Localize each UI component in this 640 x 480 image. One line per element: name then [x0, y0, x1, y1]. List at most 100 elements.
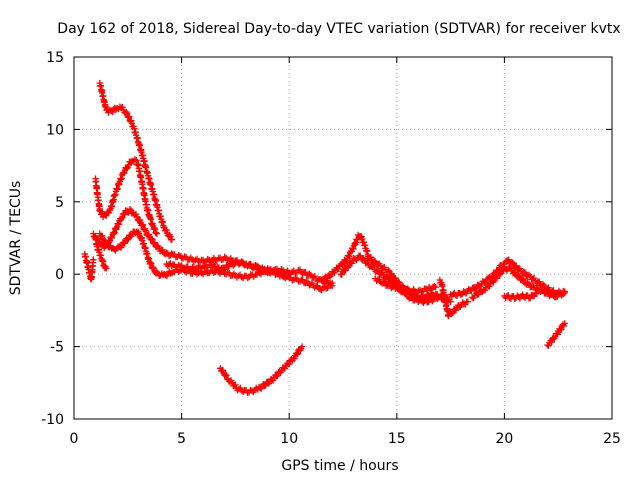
data-point [121, 170, 128, 177]
grid-lines [74, 57, 612, 419]
data-point [232, 381, 239, 389]
data-point [464, 298, 472, 305]
data-point [99, 232, 106, 240]
data-point [269, 377, 277, 384]
data-point [372, 258, 379, 265]
data-point [298, 343, 306, 350]
data-point [432, 284, 439, 291]
data-point [90, 256, 97, 263]
data-point [468, 287, 475, 295]
data-point [223, 372, 230, 379]
data-point [338, 271, 345, 278]
data-point [139, 221, 147, 229]
x-tick-label: 20 [495, 431, 513, 447]
series-trace-03 [96, 79, 176, 244]
data-point [376, 276, 383, 283]
data-point [369, 263, 377, 271]
data-point [163, 249, 170, 256]
data-point [314, 282, 321, 289]
data-point [348, 260, 356, 267]
data-point [210, 260, 218, 268]
data-point [133, 213, 141, 220]
y-tick-label: 10 [46, 122, 64, 138]
data-point [383, 273, 391, 281]
x-tick-label: 25 [603, 431, 621, 447]
data-point [524, 279, 531, 287]
series-trace-07 [163, 258, 336, 294]
data-point [142, 227, 149, 234]
data-point [126, 205, 134, 213]
data-point [138, 221, 146, 228]
data-point [153, 230, 161, 237]
data-point [371, 257, 378, 265]
data-point [175, 251, 182, 259]
data-point [118, 215, 125, 222]
data-point [511, 263, 519, 270]
plot-frame [73, 56, 613, 420]
data-point [519, 275, 526, 283]
series-trace-12 [436, 276, 472, 320]
series-trace-08 [217, 343, 306, 396]
data-point [159, 246, 166, 254]
data-point [384, 274, 392, 282]
data-point [346, 252, 353, 260]
data-point [145, 231, 153, 238]
data-point [554, 293, 561, 300]
data-point [384, 266, 392, 274]
y-axis-ticks: -10 -5 0 5 10 15 [41, 50, 612, 428]
data-point [230, 262, 237, 269]
data-point [445, 312, 452, 320]
data-point [303, 278, 310, 285]
data-point [509, 259, 517, 267]
data-point [163, 226, 170, 234]
data-point [532, 290, 539, 298]
y-tick-label: 15 [46, 50, 64, 66]
data-point [511, 269, 519, 276]
data-point [560, 290, 567, 298]
data-point [364, 258, 371, 266]
data-point [368, 262, 376, 270]
data-point [274, 372, 281, 380]
data-point [294, 350, 302, 357]
data-point [121, 211, 128, 218]
x-tick-label: 5 [177, 431, 186, 447]
chart-title: Day 162 of 2018, Sidereal Day-to-day VTE… [57, 21, 620, 37]
data-point [104, 240, 111, 247]
data-point [516, 265, 524, 272]
data-point [237, 259, 244, 267]
data-point [141, 226, 148, 233]
data-point [457, 291, 465, 299]
data-point [470, 294, 477, 302]
data-point [329, 282, 336, 289]
y-tick-label: -10 [41, 412, 64, 428]
data-point [119, 103, 126, 111]
data-point [493, 274, 501, 282]
y-tick-label: 0 [55, 267, 64, 283]
data-point [232, 258, 240, 265]
data-point [475, 291, 482, 298]
data-point [148, 235, 155, 242]
data-point [278, 367, 285, 375]
series-trace-11 [372, 275, 439, 297]
data-point [222, 370, 229, 378]
data-point [335, 265, 342, 273]
data-point [548, 338, 555, 346]
data-point [558, 326, 565, 333]
data-point [103, 239, 110, 246]
series-trace-16 [544, 320, 568, 349]
data-point [521, 269, 529, 276]
data-point [550, 287, 557, 294]
data-point [412, 294, 419, 302]
data-point [486, 283, 493, 290]
data-point [381, 263, 388, 271]
data-point [121, 240, 128, 247]
series-trace-01 [81, 250, 97, 283]
data-point [225, 263, 233, 270]
data-point [536, 278, 543, 285]
data-point [306, 270, 313, 277]
data-point [357, 252, 364, 259]
data-point [545, 342, 552, 349]
series-trace-02 [92, 156, 161, 237]
x-tick-label: 10 [280, 431, 298, 447]
